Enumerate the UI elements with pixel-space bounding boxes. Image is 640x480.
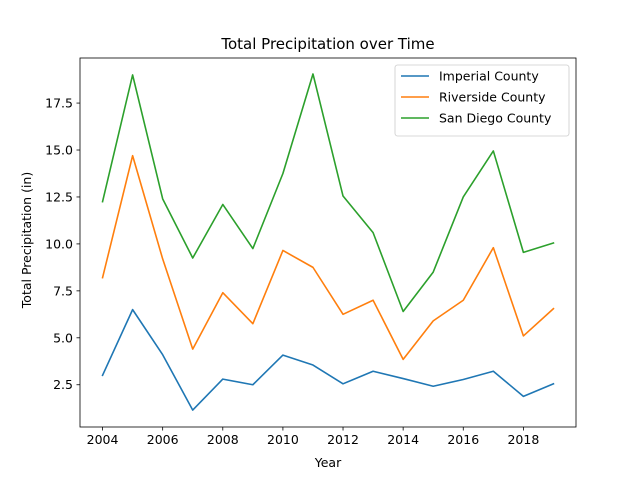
x-axis-label: Year [314, 455, 342, 470]
series-line-san-diego-county [101, 73, 555, 313]
series-line-imperial-county [101, 308, 555, 411]
x-tick-label: 2008 [207, 432, 239, 447]
y-tick-label: 17.5 [45, 96, 73, 111]
series-lines [101, 73, 555, 411]
y-axis-label: Total Precipitation (in) [19, 172, 34, 309]
x-tick-label: 2012 [327, 432, 359, 447]
series-line-riverside-county [101, 154, 555, 361]
x-tick-label: 2004 [87, 432, 119, 447]
y-tick-label: 7.5 [53, 283, 73, 298]
y-tick-label: 2.5 [53, 377, 73, 392]
y-tick-label: 15.0 [45, 143, 73, 158]
legend-label-san-diego-county: San Diego County [439, 111, 552, 126]
legend: Imperial County Riverside County San Diego… [394, 64, 570, 137]
x-tick-label: 2010 [267, 432, 299, 447]
chart-title: Total Precipitation over Time [220, 35, 434, 53]
legend-label-riverside-county: Riverside County [439, 90, 546, 105]
x-tick-label: 2014 [387, 432, 419, 447]
axes-frame [79, 57, 577, 428]
x-axis: 2004 2006 2008 2010 2012 2014 2016 2018 [87, 427, 539, 447]
x-tick-label: 2016 [447, 432, 479, 447]
x-tick-label: 2018 [507, 432, 539, 447]
x-tick-label: 2006 [147, 432, 179, 447]
legend-label-imperial-county: Imperial County [439, 69, 539, 84]
y-axis: 2.5 5.0 7.5 10.0 12.5 15.0 17.5 [45, 96, 80, 392]
y-tick-label: 10.0 [45, 236, 73, 251]
legend-box [394, 64, 570, 137]
y-tick-label: 12.5 [45, 189, 73, 204]
y-tick-label: 5.0 [53, 330, 73, 345]
